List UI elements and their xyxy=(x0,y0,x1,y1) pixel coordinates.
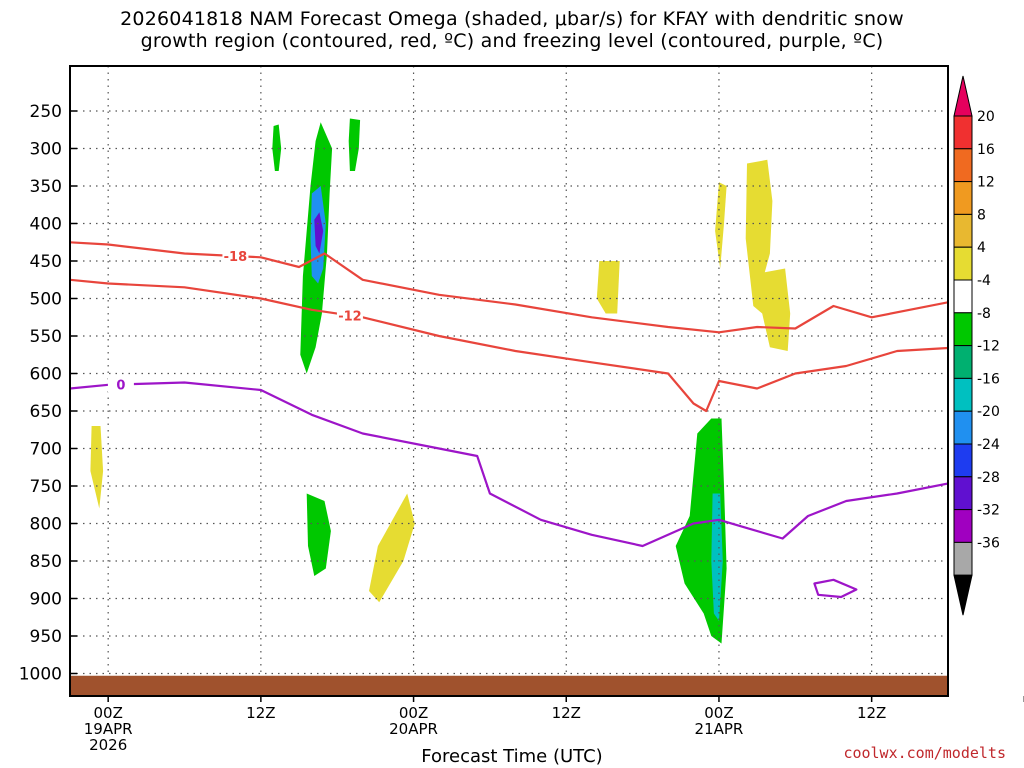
ytick-label-350: 350 xyxy=(30,177,62,197)
shade-sinking-motion-low xyxy=(369,493,415,603)
ytick-label-600: 600 xyxy=(30,365,62,385)
credit-link[interactable]: coolwx.com/modelts xyxy=(843,744,1006,762)
xtick-label-12: 12Z xyxy=(246,704,275,722)
contour-freezing-level-0 xyxy=(70,381,948,548)
ytick-label-300: 300 xyxy=(30,140,62,160)
colorbar-label-4: 4 xyxy=(977,240,986,256)
xtick-year-0: 2026 xyxy=(89,736,127,754)
contour-label-dgz-top-minus-18: -18 xyxy=(224,250,248,265)
colorbar-swatch-4 xyxy=(953,213,973,248)
ytick-label-550: 550 xyxy=(30,327,62,347)
colorbar-label-0: 20 xyxy=(977,109,995,125)
contour-dgz-top-minus-18 xyxy=(70,241,948,334)
contour-label-bg-freezing-level-0 xyxy=(107,376,134,393)
terrain-band xyxy=(70,675,948,696)
colorbar-label-12: -32 xyxy=(977,503,1000,519)
colorbar-swatch-1 xyxy=(953,115,973,150)
colorbar-swatch-8 xyxy=(953,345,973,379)
colorbar-swatch-7 xyxy=(953,312,973,347)
ytick-label-800: 800 xyxy=(30,515,62,535)
colorbar-swatch-14 xyxy=(953,541,973,576)
ytick-label-900: 900 xyxy=(30,590,62,610)
colorbar-arrow-top xyxy=(953,75,973,117)
shade-upward-motion-day2-core xyxy=(711,493,723,621)
shade-upward-motion-upper xyxy=(348,118,361,171)
colorbar: 20 16 12 8 4 -4 -8 -12 -16 -20 -24 -28 -32 -36 xyxy=(953,75,1000,616)
ytick-label-450: 450 xyxy=(30,252,62,272)
ytick-label-250: 250 xyxy=(30,102,62,122)
ytick-label-400: 400 xyxy=(30,215,62,235)
colorbar-swatch-2 xyxy=(953,148,973,183)
ytick-label-850: 850 xyxy=(30,552,62,572)
colorbar-swatch-10 xyxy=(953,410,973,445)
shade-strong-upward-motion-core xyxy=(314,212,324,254)
shade-sinking-motion-mid xyxy=(596,261,620,314)
ytick-label-700: 700 xyxy=(30,440,62,460)
plot-frame xyxy=(69,65,949,697)
xtick-label-0: 00Z xyxy=(93,704,122,722)
xtick-date-0: 19APR xyxy=(84,720,133,738)
xtick-date-48: 21APR xyxy=(695,720,744,738)
colorbar-swatch-5 xyxy=(953,246,973,281)
colorbar-swatch-11 xyxy=(953,443,973,478)
colorbar-label-10: -24 xyxy=(977,437,1000,453)
xtick-label-48: 00Z xyxy=(704,704,733,722)
contour-label-freezing-level-0: 0 xyxy=(116,378,125,393)
contour-layer: -18 -12 0 xyxy=(70,241,948,599)
colorbar-label-11: -28 xyxy=(977,470,1000,486)
ytick-label-650: 650 xyxy=(30,402,62,422)
colorbar-swatch-9 xyxy=(953,377,973,412)
colorbar-label-7: -12 xyxy=(977,339,1000,355)
xtick-label-60: 12Z xyxy=(857,704,886,722)
colorbar-arrow-bottom xyxy=(953,574,973,616)
colorbar-label-3: 8 xyxy=(977,207,986,223)
terrain-layer xyxy=(70,675,948,696)
contour-label-bg-dgz-bottom-minus-12 xyxy=(336,307,363,324)
contour-minus-12-small-loop xyxy=(813,578,858,599)
colorbar-swatch-12 xyxy=(953,476,973,511)
chart-title-line2: growth region (contoured, red, ºC) and f… xyxy=(140,30,884,52)
colorbar-swatch-6 xyxy=(953,279,973,314)
colorbar-label-1: 16 xyxy=(977,142,995,158)
ytick-label-500: 500 xyxy=(30,290,62,310)
omega-shading-layer xyxy=(90,118,791,644)
colorbar-label-6: -8 xyxy=(977,306,991,322)
colorbar-label-5: -4 xyxy=(977,273,991,289)
ytick-label-1000: 1000 xyxy=(19,665,62,685)
colorbar-label-13: -36 xyxy=(977,535,1000,551)
y-axis: 250 300 350 400 450 500 550 600 650 700 750 800 850 9… xyxy=(19,102,77,685)
x-axis-title: Forecast Time (UTC) xyxy=(421,746,603,767)
colorbar-swatch-13 xyxy=(953,509,973,543)
ytick-label-950: 950 xyxy=(30,627,62,647)
shade-sinking-motion-aloft xyxy=(715,182,727,269)
chart-title-line1: 2026041818 NAM Forecast Omega (shaded, μ… xyxy=(120,8,904,30)
shade-upward-motion-left xyxy=(272,124,282,171)
colorbar-swatch-3 xyxy=(953,181,973,215)
plot-area: -18 -12 0 xyxy=(70,66,948,696)
shade-sinking-motion-day2 xyxy=(745,159,791,351)
contour-label-dgz-bottom-minus-12: -12 xyxy=(338,309,362,324)
ytick-label-750: 750 xyxy=(30,477,62,497)
colorbar-label-9: -20 xyxy=(977,404,1000,420)
contour-label-bg-dgz-top-minus-18 xyxy=(222,248,249,264)
xtick-date-24: 20APR xyxy=(389,720,438,738)
gridlines xyxy=(70,66,948,696)
shade-sinking-motion-early xyxy=(90,426,104,509)
colorbar-label-8: -16 xyxy=(977,371,1000,387)
contour-dgz-bottom-minus-12 xyxy=(70,278,948,413)
xtick-label-24: 00Z xyxy=(399,704,428,722)
xtick-label-36: 12Z xyxy=(552,704,581,722)
shade-upward-motion-low xyxy=(306,493,331,576)
colorbar-label-2: 12 xyxy=(977,175,995,191)
